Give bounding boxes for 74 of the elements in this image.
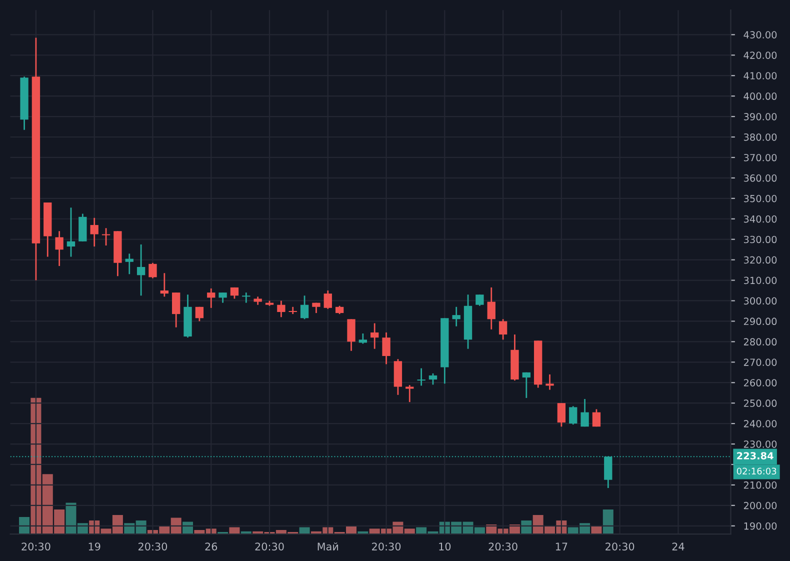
x-tick-label: 17: [556, 542, 568, 550]
candlestick: [557, 402, 566, 428]
x-tick-label: 20:30: [606, 542, 634, 550]
y-tick-label: 430.00: [744, 31, 777, 38]
y-tick-label: 270.00: [744, 358, 777, 366]
x-tick-label: 20:30: [255, 542, 284, 550]
y-tick-label: 340.00: [744, 215, 777, 223]
candlestick: [160, 272, 168, 298]
x-tick-label: 19: [88, 542, 100, 550]
text: 02:16:03: [736, 468, 776, 475]
candlestick: [569, 405, 578, 426]
candlestick: [242, 292, 250, 304]
x-tick-label: 20:30: [22, 542, 50, 550]
x-tick-label: 24: [672, 542, 684, 550]
candlestick: [417, 368, 426, 386]
y-tick-label: 330.00: [744, 236, 777, 244]
y-tick-label: 280.00: [744, 338, 777, 346]
candlestick: [382, 332, 390, 365]
x-tick-label: 20:30: [138, 542, 168, 550]
x-tick-label: 10: [439, 542, 451, 550]
candlestick: [370, 322, 379, 350]
y-tick-label: 380.00: [744, 133, 777, 141]
bar: [19, 517, 30, 534]
y-tick-label: 250.00: [744, 400, 777, 407]
candlestick: [102, 227, 110, 246]
candlestick: [347, 318, 356, 352]
candlestick: [592, 408, 601, 428]
candlestick: [358, 332, 368, 344]
x-tick-label: 26: [205, 542, 218, 550]
y-tick-label: 390.00: [744, 113, 777, 120]
candlestick: [522, 372, 530, 399]
ref-line-label: 223.84: [737, 452, 774, 460]
candlestick: [148, 262, 157, 279]
y-tick-label: 190.00: [744, 522, 777, 530]
y-tick-label: 290.00: [744, 318, 777, 326]
candlestick: [487, 286, 496, 330]
candlestick: [300, 294, 309, 320]
x-tick-label: 20:30: [372, 542, 401, 550]
y-tick-label: 310.00: [744, 276, 777, 284]
y-tick-label: 230.00: [744, 440, 777, 448]
candlestick: [406, 384, 414, 403]
y-tick-label: 370.00: [744, 154, 777, 162]
y-tick-label: 300.00: [744, 297, 777, 305]
candlestick: [55, 230, 64, 267]
y-tick-label: 320.00: [744, 256, 777, 264]
candlestick: [428, 372, 438, 386]
candlestick: [546, 374, 554, 390]
candlestick: [580, 398, 589, 428]
candlestick: [195, 306, 204, 322]
candlestick: [90, 217, 98, 248]
y-tick-label: 350.00: [744, 194, 777, 202]
candlestick: [498, 318, 508, 340]
candlestick: [136, 244, 146, 296]
candlestick: [277, 300, 286, 318]
candlestick: [288, 306, 297, 315]
x-tick-label: 20:30: [488, 542, 518, 550]
y-tick-label: 400.00: [744, 92, 777, 100]
candlestick: [207, 288, 216, 309]
candlestick: [172, 292, 180, 328]
candlestick: [324, 290, 332, 310]
y-tick-label: 210.00: [744, 481, 777, 489]
candlestick: [452, 306, 460, 328]
candlestick: [66, 206, 76, 258]
x-tick-label: Май: [318, 542, 338, 550]
bar: [602, 510, 614, 534]
candlestick: [218, 292, 227, 304]
candlestick: [125, 252, 134, 275]
candlestick: [476, 294, 484, 307]
y-tick-label: 260.00: [744, 379, 777, 386]
y-tick-label: 360.00: [744, 174, 777, 182]
y-tick-label: 200.00: [744, 502, 777, 510]
y-tick-label: 240.00: [744, 420, 777, 428]
y-tick-label: 420.00: [744, 52, 777, 59]
y-tick-label: 410.00: [744, 72, 777, 80]
